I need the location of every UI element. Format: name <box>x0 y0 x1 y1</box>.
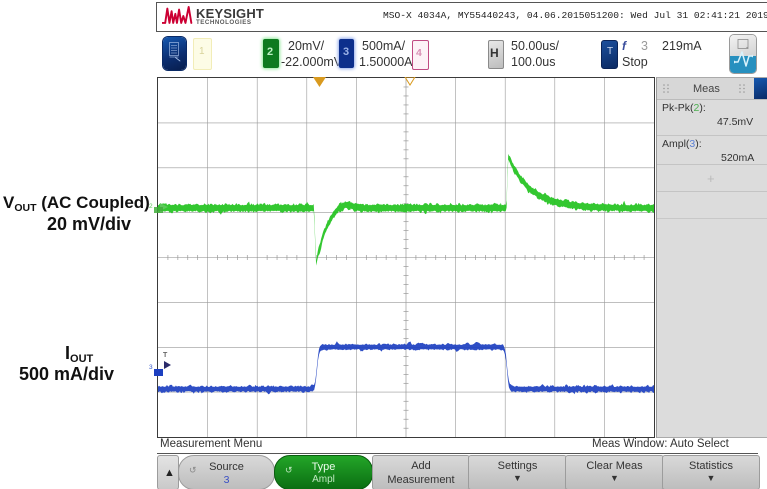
svg-text:2: 2 <box>149 203 153 210</box>
svg-text:3: 3 <box>149 364 153 371</box>
